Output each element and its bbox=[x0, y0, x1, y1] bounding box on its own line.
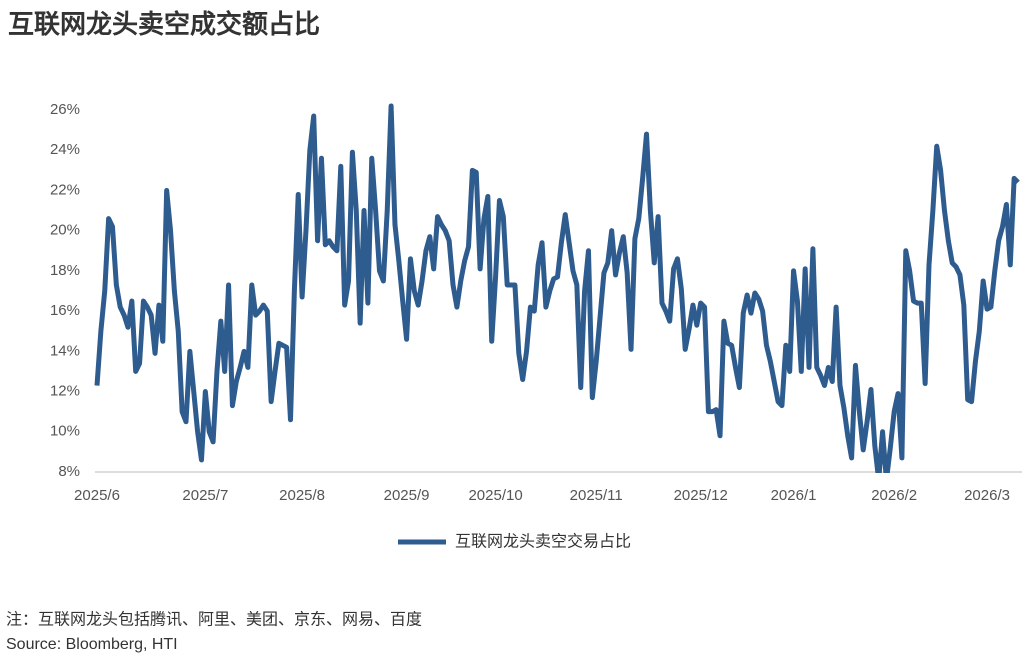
x-tick-label: 2025/6 bbox=[74, 487, 120, 504]
y-tick-label: 18% bbox=[50, 262, 80, 279]
x-tick-label: 2026/3 bbox=[964, 487, 1010, 504]
y-tick-label: 22% bbox=[50, 181, 80, 198]
x-tick-label: 2026/1 bbox=[771, 487, 817, 504]
x-tick-label: 2025/10 bbox=[468, 487, 522, 504]
note: 注：互联网龙头包括腾讯、阿里、美团、京东、网易、百度 bbox=[6, 610, 422, 629]
x-tick-label: 2025/12 bbox=[674, 487, 728, 504]
series-line bbox=[94, 103, 1020, 473]
x-tick-label: 2026/2 bbox=[871, 487, 917, 504]
source: Source: Bloomberg, HTI bbox=[6, 636, 178, 653]
x-tick-label: 2025/9 bbox=[384, 487, 430, 504]
y-tick-label: 12% bbox=[50, 383, 80, 400]
x-tick-label: 2025/7 bbox=[182, 487, 228, 504]
y-tick-label: 20% bbox=[50, 222, 80, 239]
y-tick-label: 24% bbox=[50, 141, 80, 158]
chart-title: 互联网龙头卖空成交额占比 bbox=[8, 9, 320, 40]
x-tick-label: 2025/11 bbox=[570, 487, 623, 504]
plot-area bbox=[94, 103, 1020, 473]
y-tick-label: 16% bbox=[50, 302, 80, 319]
legend-label: 互联网龙头卖空交易占比 bbox=[455, 532, 631, 551]
y-tick-label: 26% bbox=[50, 101, 80, 118]
x-tick-label: 2025/8 bbox=[279, 487, 325, 504]
y-tick-label: 8% bbox=[58, 463, 80, 480]
y-tick-label: 10% bbox=[50, 423, 80, 440]
y-tick-label: 14% bbox=[50, 342, 80, 359]
